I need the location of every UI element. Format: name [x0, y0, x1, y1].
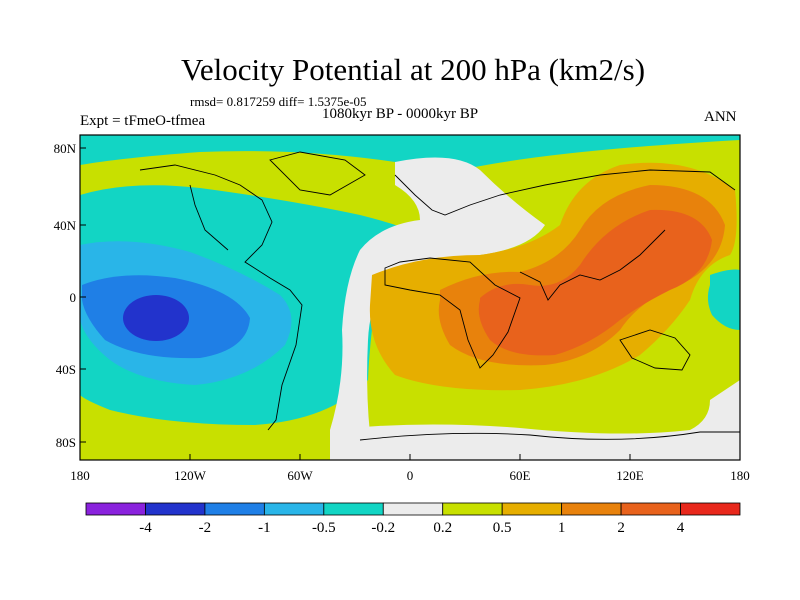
colorbar — [85, 502, 741, 516]
period-line: 1080kyr BP - 0000kyr BP — [322, 106, 479, 122]
x-tick-label: 120W — [174, 468, 207, 483]
x-tick-label: 60W — [287, 468, 313, 483]
colorbar-swatch — [442, 502, 503, 516]
colorbar-label: 1 — [557, 520, 566, 536]
colorbar-swatch — [263, 502, 325, 516]
colorbar-label: -1 — [258, 520, 271, 536]
colorbar-swatch — [561, 502, 622, 516]
x-tick-label: 120E — [616, 468, 644, 483]
y-tick-label: 40N — [54, 218, 77, 233]
maritime-continent-high — [478, 209, 712, 356]
x-tick-label: 0 — [407, 468, 414, 483]
colorbar-label: 4 — [676, 520, 685, 536]
east-pacific-low — [707, 269, 740, 330]
colorbar-label: -0.5 — [311, 520, 336, 536]
coastlines — [139, 151, 740, 441]
colorbar-swatch — [323, 502, 384, 516]
colorbar-swatch — [204, 502, 265, 516]
colorbar-swatch — [145, 502, 206, 516]
pacific-low-center — [123, 295, 189, 341]
velocity-potential-map — [80, 135, 740, 460]
y-tick-label: 80N — [54, 141, 77, 156]
season-label: ANN — [704, 109, 737, 125]
atlantic-neutral-band — [330, 157, 545, 460]
colorbar-label: 2 — [617, 520, 625, 536]
stats-line: rmsd= 0.817259 diff= 1.5375e-05 — [190, 94, 367, 109]
colorbar-label: 0.5 — [492, 520, 512, 536]
colorbar-label: -2 — [198, 520, 212, 536]
colorbar-swatch — [620, 502, 681, 516]
colorbar-swatch — [382, 502, 444, 516]
x-tick-label: 180 — [70, 468, 90, 483]
axis-ticks: 180 120W 60W 0 60E 120E 180 80N 40N 0 40S 80S — [54, 141, 750, 483]
y-tick-label: 40S — [56, 362, 76, 377]
y-tick-label: 80S — [56, 435, 76, 450]
colorbar-swatch — [680, 502, 741, 516]
map-title: Velocity Potential at 200 hPa (km2/s) — [180, 52, 646, 87]
colorbar-swatch — [501, 502, 563, 516]
x-tick-label: 180 — [730, 468, 750, 483]
antarctic-neutral — [330, 380, 740, 460]
colorbar-label: -4 — [139, 520, 152, 536]
y-tick-label: 0 — [70, 290, 77, 305]
x-tick-label: 60E — [510, 468, 531, 483]
colorbar-swatch — [85, 502, 146, 516]
north-polar-low — [80, 135, 740, 168]
experiment-label: Expt = tFmeO-tfmea — [80, 113, 206, 129]
colorbar-label: 0.2 — [433, 520, 453, 536]
colorbar-label: -0.2 — [371, 520, 396, 536]
